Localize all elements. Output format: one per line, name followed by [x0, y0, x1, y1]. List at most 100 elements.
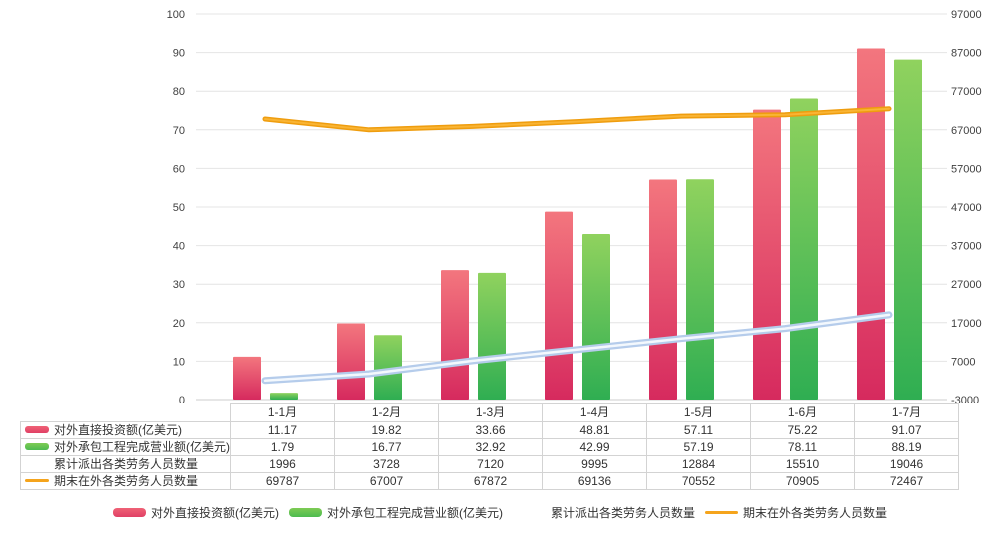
- table-value-cell: 33.66: [438, 421, 543, 439]
- bar-swatch-icon: [112, 507, 146, 517]
- bar-series-1: [478, 272, 506, 400]
- right-axis-tick-label: 87000: [951, 48, 982, 60]
- table-value-cell: 57.11: [646, 421, 751, 439]
- table-value-cell: 32.92: [438, 438, 543, 456]
- table-value-cell: 42.99: [542, 438, 647, 456]
- table-value-cell: 19046: [854, 455, 959, 473]
- table-value-cell: 7120: [438, 455, 543, 473]
- table-row: 期末在外各类劳务人员数量 69787 67007 67872 69136 70552 709…: [20, 472, 959, 490]
- bar-series-1: [790, 98, 818, 401]
- table-value-cell: 11.17: [230, 421, 335, 439]
- table-value-cell: 69136: [542, 472, 647, 490]
- table-corner-cell: [21, 404, 231, 422]
- bar-series-0: [753, 109, 781, 400]
- legend-item-3[interactable]: 期末在外各类劳务人员数量: [705, 504, 887, 521]
- row-label-text: 期末在外各类劳务人员数量: [54, 473, 199, 488]
- right-axis-tick-label: -3000: [951, 395, 979, 403]
- line-swatch-icon: [25, 478, 49, 482]
- right-axis-tick-label: 77000: [951, 86, 982, 98]
- legend-label: 对外直接投资额(亿美元): [150, 505, 279, 520]
- table-value-cell: 78.11: [750, 438, 855, 456]
- table-value-cell: 16.77: [334, 438, 439, 456]
- table-value-cell: 12884: [646, 455, 751, 473]
- left-axis-tick-label: 0: [179, 395, 185, 403]
- chart-data-table: 1-1月 1-2月 1-3月 1-4月 1-5月 1-6月 1-7月 对外直接投资额(亿美元)…: [20, 403, 959, 490]
- table-value-cell: 15510: [750, 455, 855, 473]
- table-value-cell: 48.81: [542, 421, 647, 439]
- bar-series-0: [441, 270, 469, 400]
- bar-swatch-icon: [25, 425, 49, 433]
- row-label-cell: 期末在外各类劳务人员数量: [20, 472, 231, 490]
- table-value-cell: 3728: [334, 455, 439, 473]
- left-axis-tick-label: 80: [173, 86, 185, 98]
- bar-series-1: [582, 234, 610, 400]
- table-value-cell: 67007: [334, 472, 439, 490]
- table-value-cell: 69787: [230, 472, 335, 490]
- right-axis-tick-label: 57000: [951, 163, 982, 175]
- month-header-cell: 1-2月: [334, 403, 439, 422]
- left-axis-tick-label: 30: [173, 279, 185, 291]
- bar-series-1: [374, 335, 402, 400]
- bar-series-1: [686, 179, 714, 400]
- table-value-cell: 57.19: [646, 438, 751, 456]
- month-header-cell: 1-3月: [438, 403, 543, 422]
- row-label-text: 对外承包工程完成营业额(亿美元): [54, 439, 230, 454]
- table-value-cell: 1.79: [230, 438, 335, 456]
- row-label-text: 对外直接投资额(亿美元): [54, 422, 182, 437]
- line-swatch-icon: [512, 510, 546, 514]
- right-axis-tick-label: 67000: [951, 125, 982, 137]
- left-axis-tick-label: 60: [173, 163, 185, 175]
- month-header-cell: 1-4月: [542, 403, 647, 422]
- row-label-cell: 对外承包工程完成营业额(亿美元): [20, 438, 231, 456]
- bar-series-1: [894, 59, 922, 400]
- row-label-cell: 对外直接投资额(亿美元): [20, 421, 231, 439]
- table-value-cell: 88.19: [854, 438, 959, 456]
- bar-swatch-icon: [25, 442, 49, 450]
- month-header-cell: 1-1月: [230, 403, 335, 422]
- legend-label: 累计派出各类劳务人员数量: [550, 505, 695, 520]
- legend-label: 对外承包工程完成营业额(亿美元): [326, 505, 503, 520]
- month-header-cell: 1-5月: [646, 403, 751, 422]
- bar-series-0: [649, 179, 677, 400]
- right-axis-tick-label: 97000: [951, 9, 982, 21]
- legend-item-0[interactable]: 对外直接投资额(亿美元): [112, 504, 279, 521]
- table-value-cell: 70905: [750, 472, 855, 490]
- bar-series-0: [545, 211, 573, 400]
- row-label-cell: 累计派出各类劳务人员数量: [20, 455, 231, 473]
- left-axis-tick-label: 70: [173, 125, 185, 137]
- bar-series-0: [233, 356, 261, 400]
- table-value-cell: 91.07: [854, 421, 959, 439]
- right-axis-tick-label: 47000: [951, 202, 982, 214]
- month-header-cell: 1-6月: [750, 403, 855, 422]
- table-row: 对外承包工程完成营业额(亿美元) 1.79 16.77 32.92 42.99 57.19…: [20, 438, 959, 456]
- table-header-row: 1-1月 1-2月 1-3月 1-4月 1-5月 1-6月 1-7月: [21, 403, 959, 422]
- left-axis-tick-label: 90: [173, 48, 185, 60]
- left-axis-tick-label: 100: [167, 9, 185, 21]
- table-row: 累计派出各类劳务人员数量 1996 3728 7120 9995 12884 15510 19…: [20, 455, 959, 473]
- legend-item-2[interactable]: 累计派出各类劳务人员数量: [512, 504, 695, 521]
- table-value-cell: 1996: [230, 455, 335, 473]
- right-axis-tick-label: 27000: [951, 279, 982, 291]
- line-swatch-icon: [25, 461, 49, 465]
- table-value-cell: 75.22: [750, 421, 855, 439]
- chart-legend: 对外直接投资额(亿美元) 对外承包工程完成营业额(亿美元) 累计派出各类劳务人员数量…: [0, 503, 1000, 521]
- right-axis-tick-label: 7000: [951, 356, 975, 368]
- right-axis-tick-label: 17000: [951, 318, 982, 330]
- bar-series-1: [270, 393, 298, 400]
- table-value-cell: 19.82: [334, 421, 439, 439]
- left-axis-tick-label: 20: [173, 318, 185, 330]
- line-series-2-core: [263, 313, 891, 382]
- row-label-text: 累计派出各类劳务人员数量: [54, 456, 199, 471]
- bar-series-0: [337, 323, 365, 400]
- line-swatch-icon: [705, 510, 738, 514]
- table-value-cell: 9995: [542, 455, 647, 473]
- left-axis-tick-label: 50: [173, 202, 185, 214]
- bar-swatch-icon: [288, 507, 322, 517]
- month-header-cell: 1-7月: [854, 403, 959, 422]
- table-value-cell: 70552: [646, 472, 751, 490]
- table-row: 对外直接投资额(亿美元) 11.17 19.82 33.66 48.81 57.11 75.…: [20, 421, 959, 439]
- legend-item-1[interactable]: 对外承包工程完成营业额(亿美元): [288, 504, 503, 521]
- right-axis-tick-label: 37000: [951, 241, 982, 253]
- bar-series-0: [857, 48, 885, 401]
- table-value-cell: 67872: [438, 472, 543, 490]
